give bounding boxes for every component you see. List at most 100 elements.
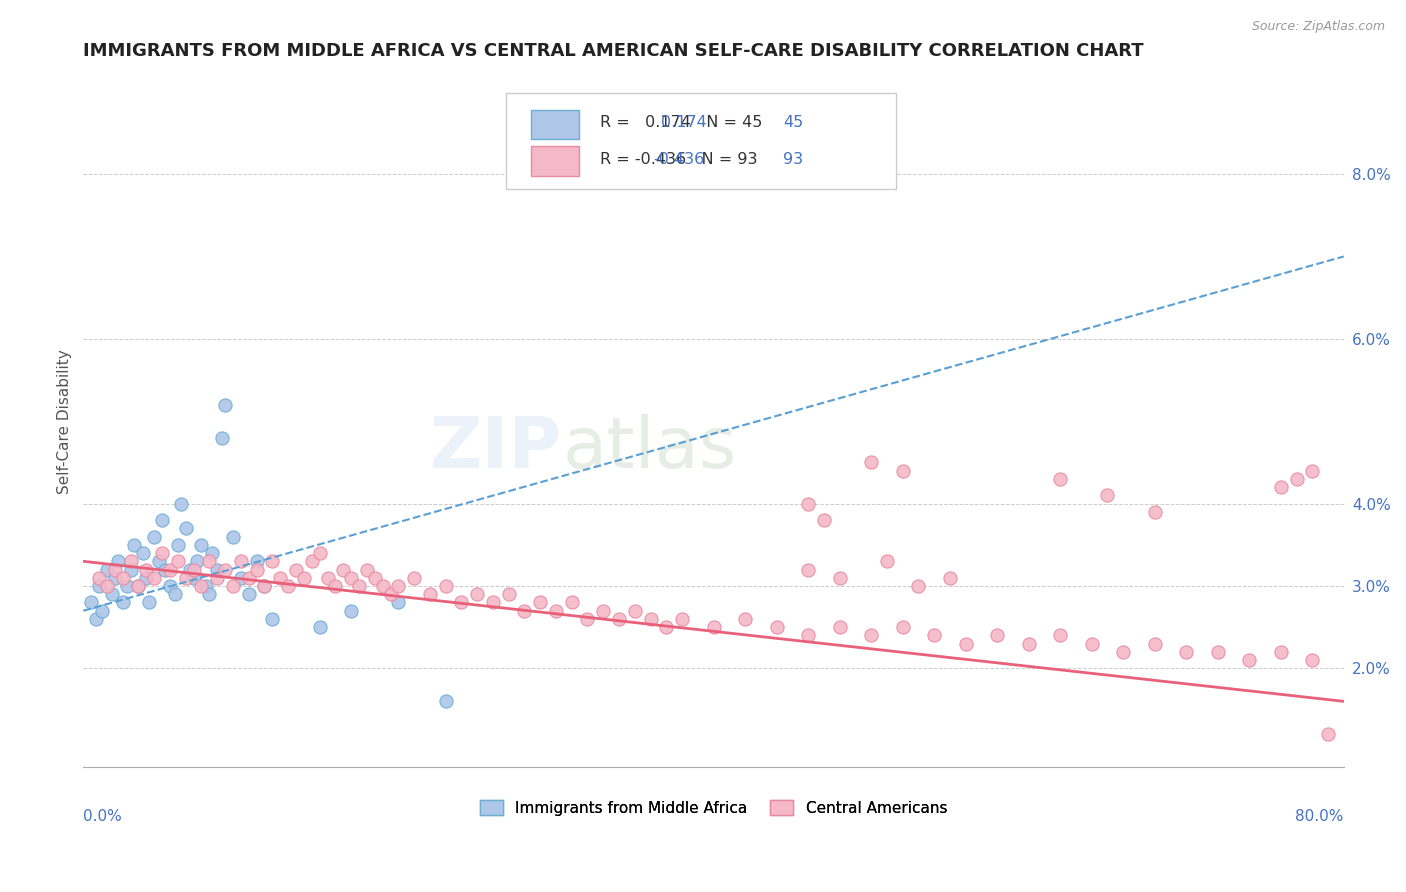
Point xyxy=(186,554,208,568)
Point xyxy=(201,546,224,560)
Point xyxy=(117,579,139,593)
Text: 0.0%: 0.0% xyxy=(83,809,122,824)
Point xyxy=(813,513,835,527)
Point xyxy=(135,571,157,585)
Point xyxy=(1143,505,1166,519)
Point xyxy=(797,497,820,511)
Point xyxy=(308,546,330,560)
Point xyxy=(198,587,221,601)
Point xyxy=(347,579,370,593)
Point xyxy=(955,637,977,651)
Point xyxy=(195,579,218,593)
Point xyxy=(174,571,197,585)
Point xyxy=(513,604,536,618)
Point xyxy=(229,554,252,568)
Point xyxy=(434,579,457,593)
Point xyxy=(907,579,929,593)
Point xyxy=(211,431,233,445)
Point xyxy=(269,571,291,585)
Text: ZIP: ZIP xyxy=(430,415,562,483)
Point xyxy=(765,620,787,634)
Point xyxy=(84,612,107,626)
Text: atlas: atlas xyxy=(562,415,737,483)
Point xyxy=(387,579,409,593)
Point xyxy=(159,579,181,593)
Point xyxy=(222,579,245,593)
Point xyxy=(316,571,339,585)
Point xyxy=(155,562,177,576)
Point xyxy=(671,612,693,626)
Point xyxy=(120,554,142,568)
Text: Source: ZipAtlas.com: Source: ZipAtlas.com xyxy=(1251,20,1385,33)
Text: 45: 45 xyxy=(783,115,803,129)
Point xyxy=(576,612,599,626)
Point xyxy=(253,579,276,593)
Text: 0.174: 0.174 xyxy=(661,115,706,129)
Point xyxy=(229,571,252,585)
Point xyxy=(166,538,188,552)
Point xyxy=(222,530,245,544)
Point xyxy=(205,562,228,576)
Point xyxy=(1049,472,1071,486)
Point xyxy=(179,562,201,576)
Text: 93: 93 xyxy=(783,153,803,167)
Point xyxy=(380,587,402,601)
Point xyxy=(592,604,614,618)
Point xyxy=(1143,637,1166,651)
Point xyxy=(332,562,354,576)
Point xyxy=(138,595,160,609)
Point xyxy=(150,546,173,560)
Point xyxy=(87,571,110,585)
Point xyxy=(340,604,363,618)
Point xyxy=(364,571,387,585)
Point xyxy=(860,455,883,469)
Point xyxy=(828,571,851,585)
Point xyxy=(190,579,212,593)
Point xyxy=(655,620,678,634)
Point xyxy=(482,595,505,609)
Point xyxy=(262,612,284,626)
Point xyxy=(292,571,315,585)
Point xyxy=(96,579,118,593)
Point xyxy=(860,628,883,642)
Point xyxy=(120,562,142,576)
Point xyxy=(340,571,363,585)
Point xyxy=(1206,645,1229,659)
FancyBboxPatch shape xyxy=(531,146,579,176)
Point xyxy=(1175,645,1198,659)
Point xyxy=(607,612,630,626)
Point xyxy=(1049,628,1071,642)
Point xyxy=(1301,464,1323,478)
Point xyxy=(183,562,205,576)
Point xyxy=(100,587,122,601)
Point xyxy=(285,562,308,576)
Point xyxy=(163,587,186,601)
Point xyxy=(170,497,193,511)
Text: R = -0.436   N = 93: R = -0.436 N = 93 xyxy=(600,153,758,167)
Point xyxy=(1097,488,1119,502)
Point xyxy=(1112,645,1135,659)
Point xyxy=(325,579,347,593)
Point xyxy=(1317,727,1340,741)
Text: R =   0.174   N = 45: R = 0.174 N = 45 xyxy=(600,115,762,129)
Point xyxy=(87,579,110,593)
Point xyxy=(529,595,551,609)
Point xyxy=(183,571,205,585)
Point xyxy=(238,571,260,585)
Point xyxy=(214,562,236,576)
Point xyxy=(301,554,323,568)
Point xyxy=(166,554,188,568)
Point xyxy=(1080,637,1102,651)
Point xyxy=(159,562,181,576)
Point xyxy=(419,587,441,601)
Text: 80.0%: 80.0% xyxy=(1295,809,1344,824)
Point xyxy=(308,620,330,634)
Point xyxy=(107,554,129,568)
Point xyxy=(702,620,724,634)
Point xyxy=(277,579,299,593)
Y-axis label: Self-Care Disability: Self-Care Disability xyxy=(58,349,72,493)
Point xyxy=(891,464,914,478)
Point xyxy=(96,562,118,576)
Point xyxy=(148,554,170,568)
Point xyxy=(371,579,394,593)
